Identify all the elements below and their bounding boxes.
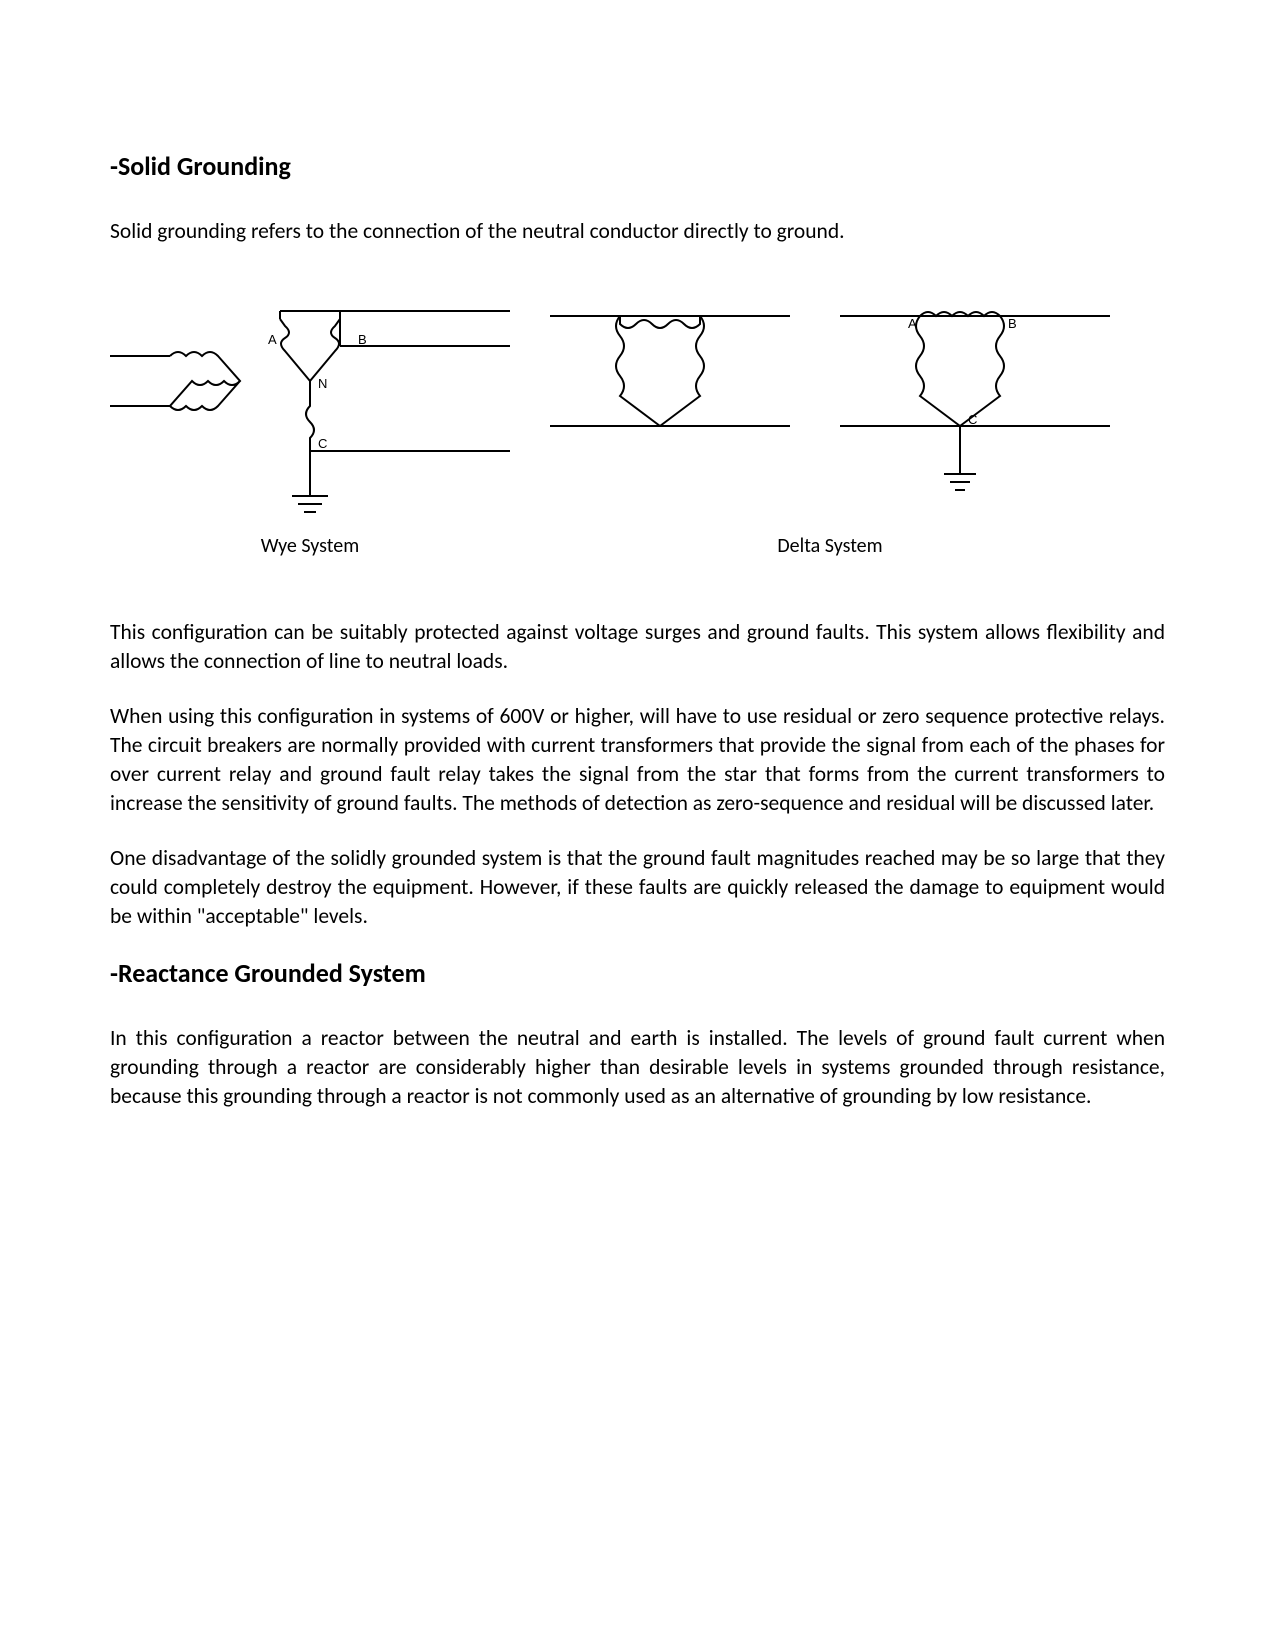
delta-diagram: A B C <box>550 296 1110 526</box>
paragraph-5: In this configuration a reactor between … <box>110 1024 1165 1111</box>
label-a: A <box>268 332 277 347</box>
label-n: N <box>318 376 327 391</box>
label-b: B <box>358 332 367 347</box>
paragraph-3: When using this configuration in systems… <box>110 702 1165 818</box>
intro-paragraph: Solid grounding refers to the connection… <box>110 217 1165 246</box>
heading-solid-grounding: -Solid Grounding <box>110 150 1165 182</box>
delta-label-c: C <box>968 412 977 427</box>
delta-diagram-block: A B C Delta System <box>550 296 1110 558</box>
paragraph-4: One disadvantage of the solidly grounded… <box>110 844 1165 931</box>
label-c: C <box>318 436 327 451</box>
delta-label-a: A <box>908 316 917 331</box>
wye-diagram: A B N C <box>110 296 510 526</box>
delta-label: Delta System <box>777 534 882 558</box>
delta-label-b: B <box>1008 316 1017 331</box>
wye-diagram-block: A B N C Wye System <box>110 296 510 558</box>
wye-label: Wye System <box>261 534 359 558</box>
heading-reactance-grounded: -Reactance Grounded System <box>110 957 1165 989</box>
paragraph-2: This configuration can be suitably prote… <box>110 618 1165 676</box>
diagram-row: A B N C Wye System <box>110 296 1165 558</box>
